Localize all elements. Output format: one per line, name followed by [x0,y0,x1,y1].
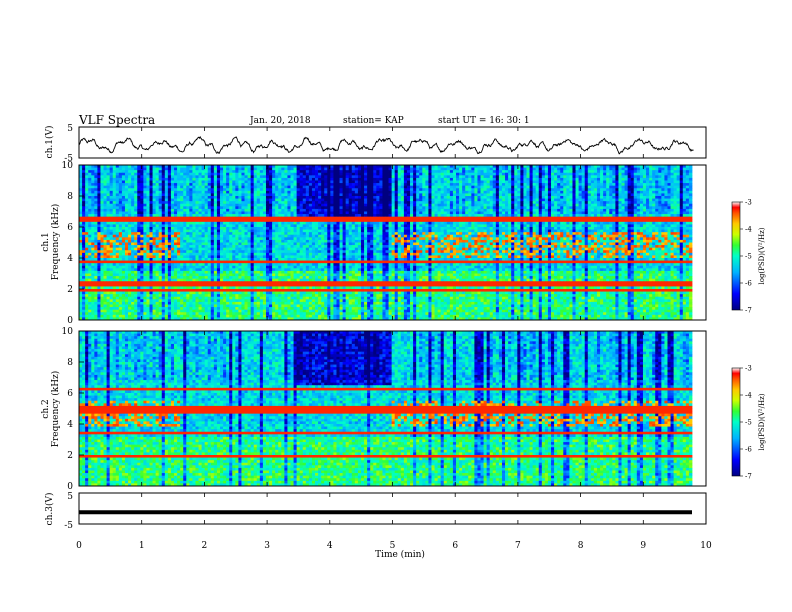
ch1-waveform-line [78,136,694,155]
x-tick-label: 5 [390,541,396,551]
x-axis: 0 1 2 3 4 5 6 7 8 9 10 [76,127,712,551]
x-tick-label: 2 [202,541,208,551]
colorbar-tick-label: -7 [745,307,752,315]
ch1-ytick-bottom: -5 [64,154,73,164]
freq-tick-label: 2 [67,285,73,295]
ch2-colorbar-ticks: -3 -4 -5 -6 -7 [740,365,752,481]
ch1-freq-ylabel-top: ch.1 [41,232,51,251]
colorbar-tick-label: -3 [745,199,752,207]
ch2-spectrogram-image [79,331,706,487]
colorbar-tick-label: -6 [745,446,752,454]
ch3-ylabel: ch.3(V) [44,493,55,526]
ch1-freq-ticks: 0 2 4 6 8 10 [62,161,84,326]
ch1-spectrogram-image [79,165,706,321]
ch3-ytick-top: 5 [67,492,73,502]
colorbar-tick-label: -5 [745,419,752,427]
ch2-freq-ylabel: Frequency (kHz) [50,371,61,448]
ch1-waveform-panel: 5 -5 ch.1(V) [44,124,707,164]
station-label: station= KAP [343,116,404,126]
figure-title: VLF Spectra [78,113,155,127]
x-tick-label: 6 [452,541,458,551]
x-tick-label: 10 [700,541,712,551]
start-time-label: start UT = 16: 30: 1 [438,116,530,126]
ch1-colorbar: -3 -4 -5 -6 -7 log(PSD)(V²/Hz) [731,199,766,315]
x-tick-label: 1 [139,541,145,551]
ch1-ylabel: ch.1(V) [44,126,55,159]
ch1-ytick-top: 5 [67,124,73,134]
colorbar-tick-label: -5 [745,253,752,261]
ch2-freq-ylabel-top: ch.2 [41,399,51,418]
x-tick-label: 8 [578,541,584,551]
ch1-colorbar-ticks: -3 -4 -5 -6 -7 [740,199,752,315]
freq-tick-label: 4 [67,420,73,430]
ch1-freq-ylabel: Frequency (kHz) [50,204,61,281]
colorbar-tick-label: -7 [745,473,752,481]
freq-tick-label: 2 [67,451,73,461]
ch2-colorbar: -3 -4 -5 -6 -7 log(PSD)(V²/Hz) [731,365,766,481]
x-tick-label: 4 [327,541,333,551]
ch2-freq-ticks: 0 2 4 6 8 10 [62,327,84,492]
x-tick-label: 0 [76,541,82,551]
date-label: Jan. 20, 2018 [249,116,311,126]
x-tick-label: 9 [640,541,646,551]
freq-tick-label: 8 [67,358,73,368]
colorbar-tick-label: -6 [745,280,752,288]
x-tick-label: 7 [515,541,521,551]
x-tick-label: 3 [264,541,270,551]
ch1-colorbar-label: log(PSD)(V²/Hz) [758,227,766,284]
freq-tick-label: 10 [62,161,74,171]
freq-tick-label: 6 [67,223,73,233]
ch1-spectrogram-panel: 0 2 4 6 8 10 ch.1 Frequency (kHz) [41,161,707,326]
ch3-ytick-bottom: -5 [64,521,73,531]
colorbar-tick-label: -4 [745,392,752,400]
freq-tick-label: 0 [67,316,73,326]
x-axis-label: Time (min) [375,549,425,560]
freq-tick-label: 4 [67,254,73,264]
colorbar-tick-label: -4 [745,226,752,234]
freq-tick-label: 6 [67,389,73,399]
freq-tick-label: 0 [67,482,73,492]
colorbar-tick-label: -3 [745,365,752,373]
ch3-waveform-panel: 5 -5 ch.3(V) [44,492,707,531]
ch2-colorbar-label: log(PSD)(V²/Hz) [758,393,766,450]
freq-tick-label: 10 [62,327,74,337]
freq-tick-label: 8 [67,192,73,202]
ch2-spectrogram-panel: 0 2 4 6 8 10 ch.2 Frequency (kHz) [41,327,707,492]
